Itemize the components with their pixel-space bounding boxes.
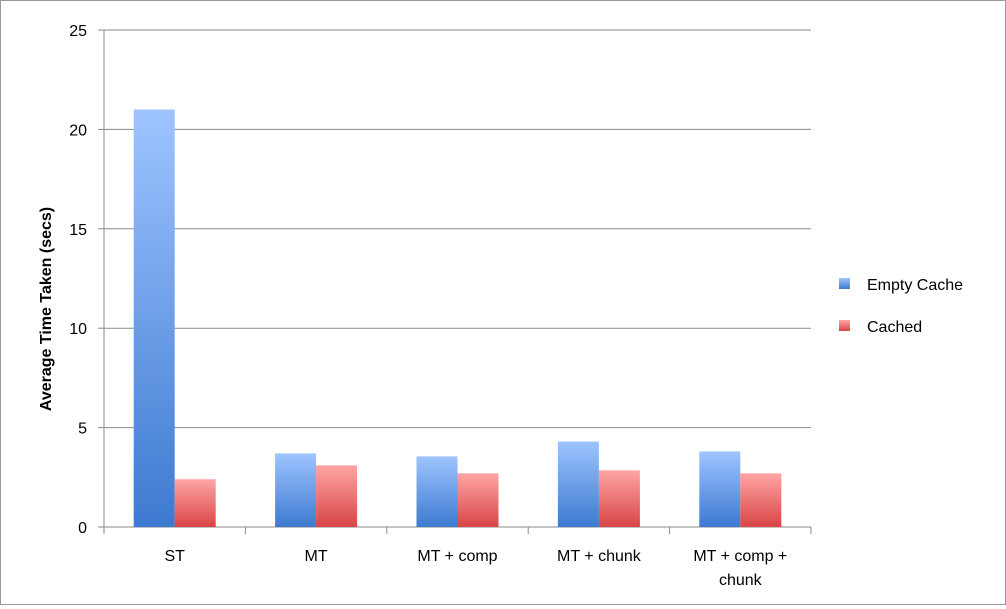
legend-swatch [839, 278, 850, 289]
x-tick-label: MT [305, 548, 328, 565]
x-tick-label: chunk [719, 572, 763, 589]
y-axis-title: Average Time Taken (secs) [38, 207, 55, 411]
x-tick-label: MT + chunk [557, 548, 642, 565]
legend-swatch [839, 320, 850, 331]
bar-empty-cache [275, 453, 317, 527]
legend-label: Cached [867, 319, 922, 336]
bar-cached [740, 473, 782, 527]
x-tick-labels: ST MT MT + comp MT + chunk MT + comp + chunk [164, 548, 787, 589]
y-tick-label: 0 [78, 520, 87, 537]
bar-cached [457, 473, 499, 527]
bar-empty-cache [557, 441, 599, 527]
y-tick-label: 15 [69, 222, 87, 239]
bar-empty-cache [699, 451, 741, 527]
bar-cached [598, 470, 640, 527]
bar-cached [316, 465, 358, 527]
y-tick-label: 25 [69, 23, 87, 40]
y-tick-label: 20 [69, 122, 87, 139]
legend-label: Empty Cache [867, 277, 963, 294]
y-tick-labels: 0 5 10 15 20 25 [69, 23, 104, 537]
bar-empty-cache [416, 456, 458, 527]
bar-empty-cache [133, 109, 175, 528]
y-tick-label: 10 [69, 321, 87, 338]
y-tick-label: 5 [78, 421, 87, 438]
x-tick-label: ST [164, 548, 185, 565]
legend: Empty Cache Cached [839, 277, 963, 336]
x-tick-label: MT + comp + [693, 548, 787, 565]
gridlines [104, 29, 811, 429]
bars [133, 109, 782, 528]
x-tick-label: MT + comp [417, 548, 497, 565]
bar-cached [174, 479, 216, 527]
